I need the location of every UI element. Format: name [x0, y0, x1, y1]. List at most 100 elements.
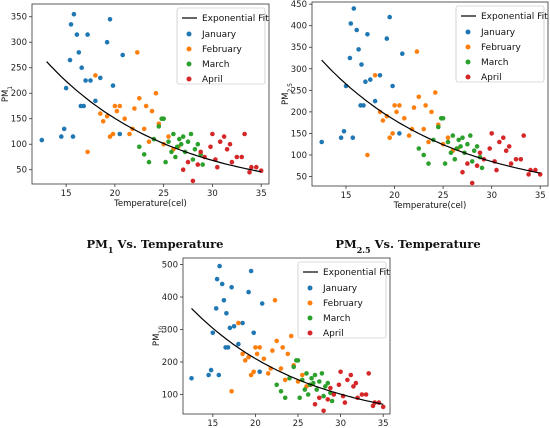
data-point-april	[521, 133, 526, 138]
data-point-march	[312, 372, 318, 378]
plot-frame	[182, 257, 391, 415]
data-point-april	[489, 131, 495, 136]
data-point-april	[190, 178, 196, 184]
data-point-march	[311, 380, 316, 386]
data-point-march	[456, 137, 462, 143]
y-axis-label: PM10	[152, 326, 165, 346]
data-point-february	[127, 131, 132, 137]
data-point-january	[98, 75, 103, 81]
data-point-january	[348, 21, 354, 26]
data-point-april	[215, 164, 220, 170]
data-point-january	[361, 103, 366, 108]
data-point-april	[328, 385, 333, 391]
data-point-april	[336, 382, 342, 388]
x-tick-label: 35	[535, 191, 546, 201]
legend-label: February	[323, 299, 364, 309]
data-point-march	[421, 152, 427, 158]
data-point-april	[380, 404, 386, 410]
legend-label: February	[481, 43, 522, 53]
data-point-march	[314, 387, 320, 392]
x-tick-label: 25	[438, 191, 449, 201]
data-point-january	[107, 17, 113, 22]
data-point-april	[342, 400, 348, 405]
legend-swatch	[186, 46, 192, 52]
data-point-april	[325, 397, 331, 402]
data-point-march	[317, 379, 322, 384]
legend-swatch	[186, 61, 192, 67]
data-point-february	[98, 111, 103, 116]
y-tick-label: 300	[291, 65, 307, 75]
data-point-january	[217, 263, 222, 269]
data-point-january	[236, 341, 241, 347]
data-point-february	[402, 116, 407, 121]
data-point-march	[329, 398, 335, 404]
data-point-february	[236, 320, 241, 326]
data-point-january	[347, 55, 353, 61]
x-tick-label: 35	[256, 189, 267, 199]
data-point-january	[384, 36, 390, 41]
data-point-april	[317, 395, 322, 401]
y-tick-label: 300	[162, 326, 178, 336]
data-point-february	[85, 149, 90, 155]
data-point-april	[533, 167, 538, 173]
data-point-april	[321, 408, 326, 414]
data-point-april	[249, 164, 254, 170]
data-point-march	[291, 364, 297, 370]
data-point-january	[319, 139, 325, 145]
legend: Exponential Fit January February March April	[297, 261, 390, 339]
data-point-april	[353, 380, 359, 386]
y-tick-label: 500	[162, 261, 178, 271]
legend-label: March	[202, 60, 229, 70]
data-point-february	[392, 103, 397, 108]
data-point-march	[278, 389, 284, 394]
legend-label: February	[202, 45, 243, 55]
data-point-april	[506, 144, 512, 149]
data-point-march	[426, 161, 431, 166]
exponential-fit-line	[191, 307, 384, 405]
legend-label: January	[480, 28, 516, 38]
legend-swatch	[307, 315, 313, 321]
data-point-march	[460, 135, 465, 140]
data-point-february	[117, 103, 123, 109]
data-point-march	[180, 134, 186, 139]
data-point-january	[259, 301, 265, 306]
data-point-february	[397, 103, 402, 108]
data-point-february	[282, 377, 288, 383]
data-point-february	[253, 345, 258, 350]
data-point-april	[185, 159, 191, 165]
data-point-april	[242, 131, 247, 137]
data-point-january	[39, 137, 45, 143]
data-point-january	[368, 77, 373, 82]
data-point-january	[74, 32, 80, 37]
data-point-february	[93, 73, 98, 78]
data-point-april	[345, 377, 350, 383]
data-point-january	[257, 369, 263, 375]
data-point-january	[341, 129, 347, 134]
x-tick-label: 15	[341, 191, 352, 201]
data-point-february	[137, 96, 142, 101]
data-point-april	[508, 161, 514, 166]
data-point-march	[416, 146, 422, 151]
data-point-march	[442, 161, 448, 166]
data-point-january	[208, 367, 214, 373]
data-point-april	[487, 146, 493, 151]
data-point-march	[169, 149, 174, 155]
data-point-april	[247, 170, 252, 175]
legend-label: March	[481, 58, 508, 68]
data-point-january	[61, 126, 67, 132]
data-point-february	[280, 345, 286, 350]
data-point-february	[365, 152, 370, 158]
data-point-february	[254, 351, 260, 357]
y-tick-label: 100	[162, 391, 178, 401]
data-point-april	[477, 150, 483, 156]
data-point-february	[411, 105, 417, 110]
data-point-february	[166, 134, 171, 139]
data-point-january	[240, 320, 245, 326]
panel-caption: PM1 Vs. Temperature	[86, 237, 223, 255]
legend-swatch	[465, 74, 471, 80]
data-point-march	[188, 131, 194, 137]
y-tick-label: 200	[291, 108, 307, 118]
data-point-january	[67, 57, 73, 63]
x-tick-label: 15	[61, 189, 72, 199]
data-point-january	[83, 78, 88, 83]
